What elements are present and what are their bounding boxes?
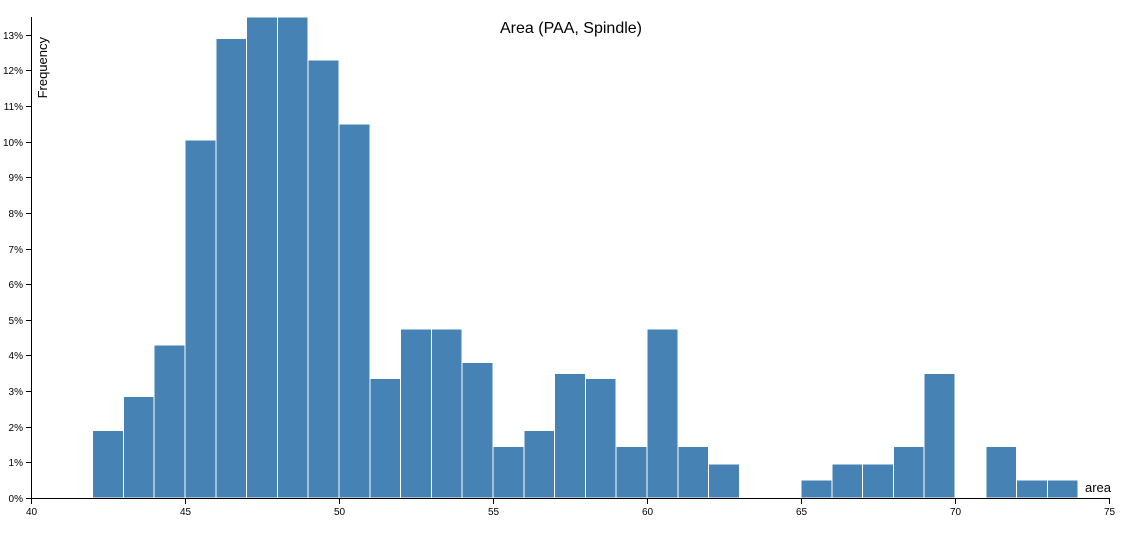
histogram-bar bbox=[862, 463, 894, 499]
y-tick-label: 8% bbox=[9, 209, 24, 220]
y-tick-label: 12% bbox=[3, 66, 23, 77]
y-tick-label: 9% bbox=[9, 173, 24, 184]
x-tick-label: 70 bbox=[950, 507, 962, 518]
histogram-bar bbox=[646, 328, 679, 499]
histogram-bar bbox=[1016, 479, 1048, 499]
histogram-bar bbox=[184, 139, 217, 499]
y-tick-label: 10% bbox=[3, 138, 23, 149]
histogram-bar bbox=[369, 378, 402, 499]
x-axis: 40 45 50 55 60 65 70 75 bbox=[26, 498, 1116, 518]
y-tick-label: 3% bbox=[9, 387, 24, 398]
histogram-bar bbox=[554, 372, 586, 499]
y-tick-label: 5% bbox=[9, 316, 24, 327]
y-tick-label: 11% bbox=[4, 102, 23, 113]
y-tick-label: 7% bbox=[9, 245, 24, 256]
x-axis-title: area bbox=[1085, 480, 1112, 495]
x-tick-label: 50 bbox=[334, 507, 346, 518]
y-tick-label: 0% bbox=[9, 494, 24, 505]
histogram-bar bbox=[461, 362, 494, 499]
histogram-bar bbox=[492, 445, 525, 499]
histogram-bar bbox=[892, 445, 925, 499]
y-tick-label: 6% bbox=[9, 280, 24, 291]
x-tick-label: 65 bbox=[796, 507, 808, 518]
histogram-bar bbox=[122, 395, 155, 499]
bars-group bbox=[92, 16, 1079, 499]
histogram-bar bbox=[800, 479, 833, 499]
x-tick-label: 75 bbox=[1104, 507, 1116, 518]
histogram-bar bbox=[523, 429, 556, 499]
histogram-bar bbox=[400, 328, 432, 499]
histogram-bar bbox=[708, 463, 740, 499]
histogram-bar bbox=[338, 123, 371, 499]
x-tick-label: 55 bbox=[488, 507, 500, 518]
histogram-bar bbox=[831, 463, 864, 499]
histogram-bar bbox=[430, 328, 463, 499]
chart-title: Area (PAA, Spindle) bbox=[500, 20, 642, 37]
histogram-bar bbox=[215, 37, 248, 499]
histogram-bar bbox=[584, 378, 617, 499]
x-tick-label: 45 bbox=[180, 507, 192, 518]
histogram-bar bbox=[923, 372, 956, 499]
y-tick-label: 1% bbox=[9, 458, 24, 469]
x-tick-label: 40 bbox=[26, 507, 38, 518]
histogram-bar bbox=[246, 16, 278, 499]
y-tick-label: 2% bbox=[9, 423, 24, 434]
histogram-bar bbox=[92, 429, 124, 499]
histogram-bar bbox=[307, 59, 340, 499]
histogram-bar bbox=[1046, 479, 1079, 499]
histogram-bar bbox=[615, 445, 648, 499]
y-axis: 0% 1% 2% 3% 4% 5% 6% 7% 8% 9% 10% 11% 12% 13% bbox=[3, 17, 32, 505]
x-tick-label: 60 bbox=[642, 507, 654, 518]
histogram-bar bbox=[985, 445, 1018, 499]
histogram-bar bbox=[153, 344, 186, 499]
y-axis-title: Frequency bbox=[35, 37, 50, 99]
histogram-bar bbox=[276, 16, 309, 499]
histogram-bar bbox=[677, 445, 710, 499]
y-tick-label: 13% bbox=[3, 31, 23, 42]
y-tick-label: 4% bbox=[9, 351, 24, 362]
